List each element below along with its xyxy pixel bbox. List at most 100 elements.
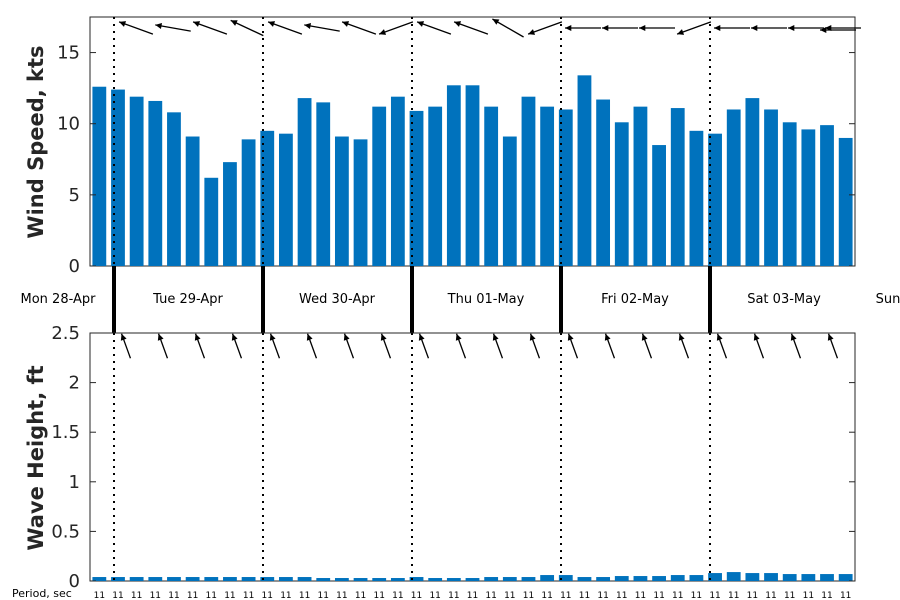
bar (801, 129, 816, 266)
bar (652, 145, 666, 266)
bar (820, 125, 834, 266)
arrow-head (194, 333, 201, 341)
bar (838, 574, 853, 581)
day-label: Thu 01-May (447, 292, 525, 307)
period-value: 11 (411, 591, 422, 600)
period-value: 11 (765, 591, 776, 600)
bar (297, 98, 312, 266)
period-value: 11 (672, 591, 683, 600)
period-value: 11 (206, 591, 217, 600)
period-value: 11 (336, 591, 347, 600)
bar (279, 133, 293, 266)
bar (260, 577, 275, 581)
y-tick-label: 15 (57, 43, 80, 64)
period-value: 11 (821, 591, 832, 600)
direction-arrow (231, 333, 243, 359)
direction-arrow (155, 22, 191, 32)
period-value: 11 (485, 591, 496, 600)
bar (316, 102, 331, 266)
day-label: Mon 28-Apr (21, 292, 97, 307)
bar (782, 122, 797, 266)
period-value: 11 (504, 591, 515, 600)
bar (92, 577, 107, 581)
direction-arrow (492, 333, 504, 359)
period-value: 11 (579, 591, 590, 600)
bar (633, 106, 648, 266)
direction-arrow (641, 333, 653, 359)
arrow-head (268, 21, 276, 27)
direction-arrow (343, 333, 355, 359)
bar (484, 577, 499, 581)
bar (334, 136, 349, 266)
direction-arrow (714, 24, 750, 32)
bar (111, 577, 125, 581)
bar (185, 136, 200, 266)
period-value: 11 (243, 591, 254, 600)
bar (185, 577, 200, 581)
period-value: 11 (112, 591, 123, 600)
bar (708, 133, 722, 266)
day-label: Tue 29-Apr (152, 292, 223, 307)
arrow-head (827, 333, 834, 341)
bar (726, 572, 741, 581)
bar (204, 577, 219, 581)
direction-arrow (120, 333, 132, 359)
bar (223, 162, 237, 266)
arrow-head (455, 333, 462, 341)
day-label: Wed 30-Apr (299, 292, 376, 307)
bar (764, 573, 778, 581)
period-value: 11 (709, 591, 720, 600)
arrow-head (119, 21, 127, 27)
bar (316, 578, 331, 581)
bar (726, 109, 741, 266)
period-value: 11 (840, 591, 851, 600)
arrow-head (716, 333, 723, 341)
arrow-head (380, 333, 387, 341)
direction-arrow (567, 333, 579, 359)
period-value: 11 (803, 591, 814, 600)
bar (353, 139, 368, 266)
direction-arrow (269, 333, 281, 359)
bar (596, 99, 611, 266)
y-tick-label: 1.5 (51, 422, 80, 443)
bar (764, 109, 778, 266)
arrow-head (418, 333, 425, 341)
direction-arrow (492, 18, 524, 38)
wind-y-axis-label: Wind Speed, kts (24, 45, 48, 238)
arrow-head (788, 24, 795, 32)
period-value: 11 (523, 591, 534, 600)
bar (540, 106, 555, 266)
period-value: 11 (448, 591, 459, 600)
arrow-head (157, 333, 164, 341)
period-value: 11 (318, 591, 329, 600)
bar (801, 574, 816, 581)
arrow-head (155, 22, 163, 29)
period-title: Period, sec (12, 587, 72, 600)
bar (241, 577, 256, 581)
bar (838, 137, 853, 266)
period-value: 11 (150, 591, 161, 600)
period-value: 11 (355, 591, 366, 600)
arrow-head (269, 333, 276, 341)
direction-arrow (194, 333, 206, 359)
bar (409, 110, 424, 266)
bar (521, 577, 536, 581)
arrow-head (343, 333, 350, 341)
direction-arrow (753, 333, 765, 359)
bar (334, 578, 349, 581)
direction-arrow (157, 333, 169, 359)
arrow-head (567, 333, 574, 341)
direction-arrow (306, 333, 318, 359)
bar (241, 139, 256, 266)
arrow-head (639, 24, 646, 32)
bar (279, 577, 293, 581)
bar (820, 574, 834, 581)
direction-arrow (230, 19, 264, 37)
arrow-head (120, 333, 127, 341)
arrow-head (677, 29, 685, 35)
period-value: 11 (653, 591, 664, 600)
period-row: 11 11 11 11 11 11 11 11 11 11 11 11 11 11 11 11 11 11 11 11… (94, 591, 852, 600)
arrow-head (230, 20, 238, 26)
bar (652, 576, 666, 581)
direction-arrow (565, 24, 601, 32)
